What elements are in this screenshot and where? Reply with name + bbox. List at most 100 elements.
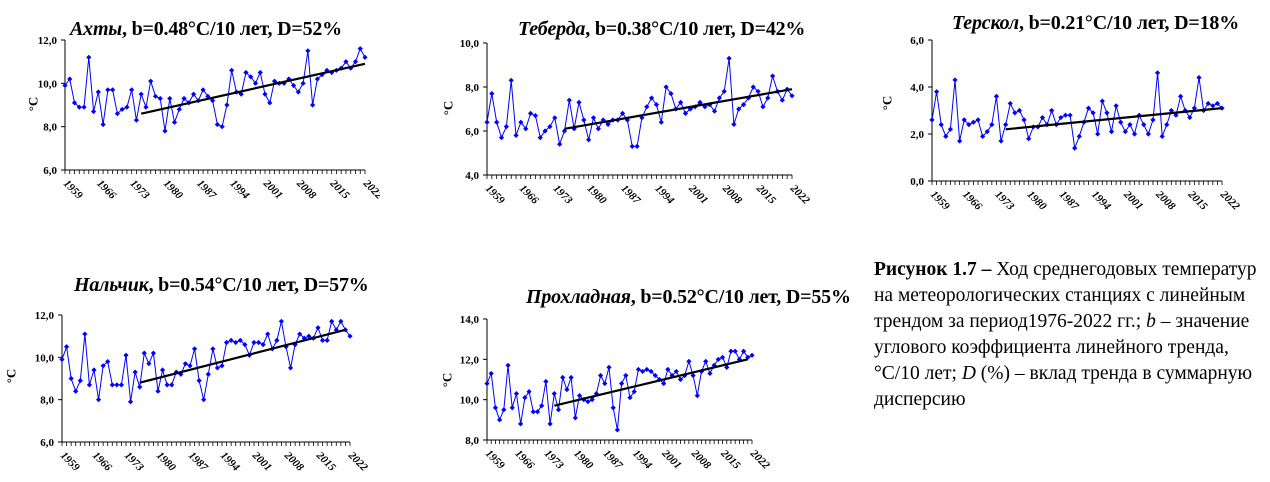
chart-panel-terskol: Терскол, b=0.21°C/10 лет, D=18% °C 0,0 2,…: [872, 0, 1270, 232]
d-value: D=57%: [303, 274, 369, 296]
data-point: [167, 95, 173, 102]
data-point: [262, 91, 268, 97]
data-point: [164, 382, 170, 388]
data-point: [711, 108, 718, 114]
station-name: Терскол: [952, 12, 1019, 34]
x-tick-label: 1994: [630, 448, 654, 472]
y-tick-label: 8,0: [43, 122, 57, 134]
x-tick-label: 2008: [719, 182, 744, 207]
y-tick-label: 12,0: [35, 310, 55, 322]
data-point: [176, 106, 182, 112]
data-point: [319, 72, 325, 78]
data-point: [1118, 119, 1124, 125]
data-point: [484, 119, 490, 125]
data-point: [724, 364, 730, 370]
data-point: [590, 115, 597, 121]
data-point: [329, 69, 335, 76]
data-point: [1182, 107, 1188, 114]
data-point: [1154, 70, 1161, 76]
data-point: [970, 119, 977, 125]
trend-line: [1005, 107, 1223, 131]
data-point: [306, 333, 312, 339]
y-tick-label: 6,0: [910, 35, 924, 47]
data-point: [300, 80, 306, 86]
trend-line: [564, 88, 793, 130]
y-tick-label: 10,0: [35, 352, 55, 364]
data-point: [619, 110, 626, 116]
data-point: [1095, 131, 1101, 137]
series-line: [61, 320, 351, 402]
data-point: [148, 78, 154, 84]
data-point: [287, 365, 294, 371]
data-point: [509, 405, 515, 411]
data-point: [770, 73, 776, 79]
data-point: [721, 88, 727, 94]
data-point: [736, 106, 742, 112]
data-point: [547, 124, 553, 130]
data-point: [1016, 107, 1023, 114]
x-tick-label: 1980: [571, 448, 595, 472]
x-tick-label: 1966: [960, 189, 984, 213]
data-point: [267, 100, 273, 106]
data-point: [243, 69, 249, 76]
data-point: [292, 342, 298, 348]
series-line: [486, 350, 753, 430]
caption-text-3: (%) – вклад тренда в суммарную дисперсию: [874, 363, 1253, 410]
data-point: [1205, 100, 1211, 107]
data-point: [789, 93, 795, 99]
data-point: [534, 409, 541, 415]
x-tick-label: 2001: [249, 449, 274, 474]
chart-svg: 4,0 6,0 8,0 10,0 1959 1966 1973 1980 1987 1994 200…: [460, 38, 813, 207]
x-tick-label: 1994: [1089, 189, 1113, 213]
data-point: [572, 415, 578, 421]
data-point: [998, 138, 1004, 144]
data-point: [76, 104, 82, 110]
data-point: [109, 382, 115, 388]
x-tick-label: 2001: [260, 177, 285, 202]
figure-caption: Рисунок 1.7 – Ход среднегодовых температ…: [874, 257, 1266, 413]
y-tick-label: 0,0: [910, 176, 924, 188]
data-point: [324, 67, 330, 73]
data-point: [1145, 131, 1151, 137]
data-point: [566, 97, 572, 103]
x-tick-label: 1966: [90, 450, 114, 474]
data-point: [314, 76, 320, 82]
data-point: [238, 91, 244, 97]
series-line: [486, 58, 793, 147]
data-point: [150, 350, 157, 356]
data-point: [214, 365, 221, 371]
data-point: [205, 371, 211, 377]
x-tick-label: 2008: [294, 177, 319, 202]
data-point: [606, 364, 612, 370]
data-point: [715, 356, 721, 362]
data-point: [749, 352, 755, 358]
data-point: [947, 126, 954, 132]
data-point: [1191, 105, 1197, 111]
x-tick-label: 1980: [1025, 189, 1049, 213]
data-point: [652, 372, 658, 379]
data-point: [561, 128, 568, 134]
data-point: [343, 59, 349, 65]
data-point: [624, 117, 630, 123]
chart-svg: 6,0 8,0 10,0 12,0 1959 1966 1973 1980 1987 1994 20…: [35, 310, 371, 474]
chart-panel-akhty: Ахты, b=0.48°C/10 лет, D=52% °C 6,0 8,0 10…: [0, 0, 380, 232]
data-point: [760, 104, 766, 110]
chart-panel-teberda: Теберда, b=0.38°C/10 лет, D=42% °C 4,0 6,…: [432, 0, 852, 232]
b-value: b=0.52°C/10 лет: [640, 286, 777, 308]
data-point: [694, 393, 700, 399]
y-tick-label: 4,0: [910, 82, 924, 94]
data-point: [736, 356, 742, 362]
x-tick-label: 2022: [747, 447, 772, 472]
chart-title: Теберда, b=0.38°C/10 лет, D=42%: [518, 18, 806, 40]
y-tick-label: 8,0: [465, 82, 479, 94]
data-point: [489, 91, 495, 97]
data-point: [505, 362, 511, 368]
data-point: [711, 362, 717, 368]
data-point: [91, 367, 97, 373]
data-point: [492, 405, 499, 411]
x-tick-label: 2022: [345, 449, 370, 474]
y-tick-label: 8,0: [465, 435, 479, 447]
x-tick-label: 2022: [1217, 188, 1242, 213]
y-tick-label: 10,0: [38, 78, 58, 90]
